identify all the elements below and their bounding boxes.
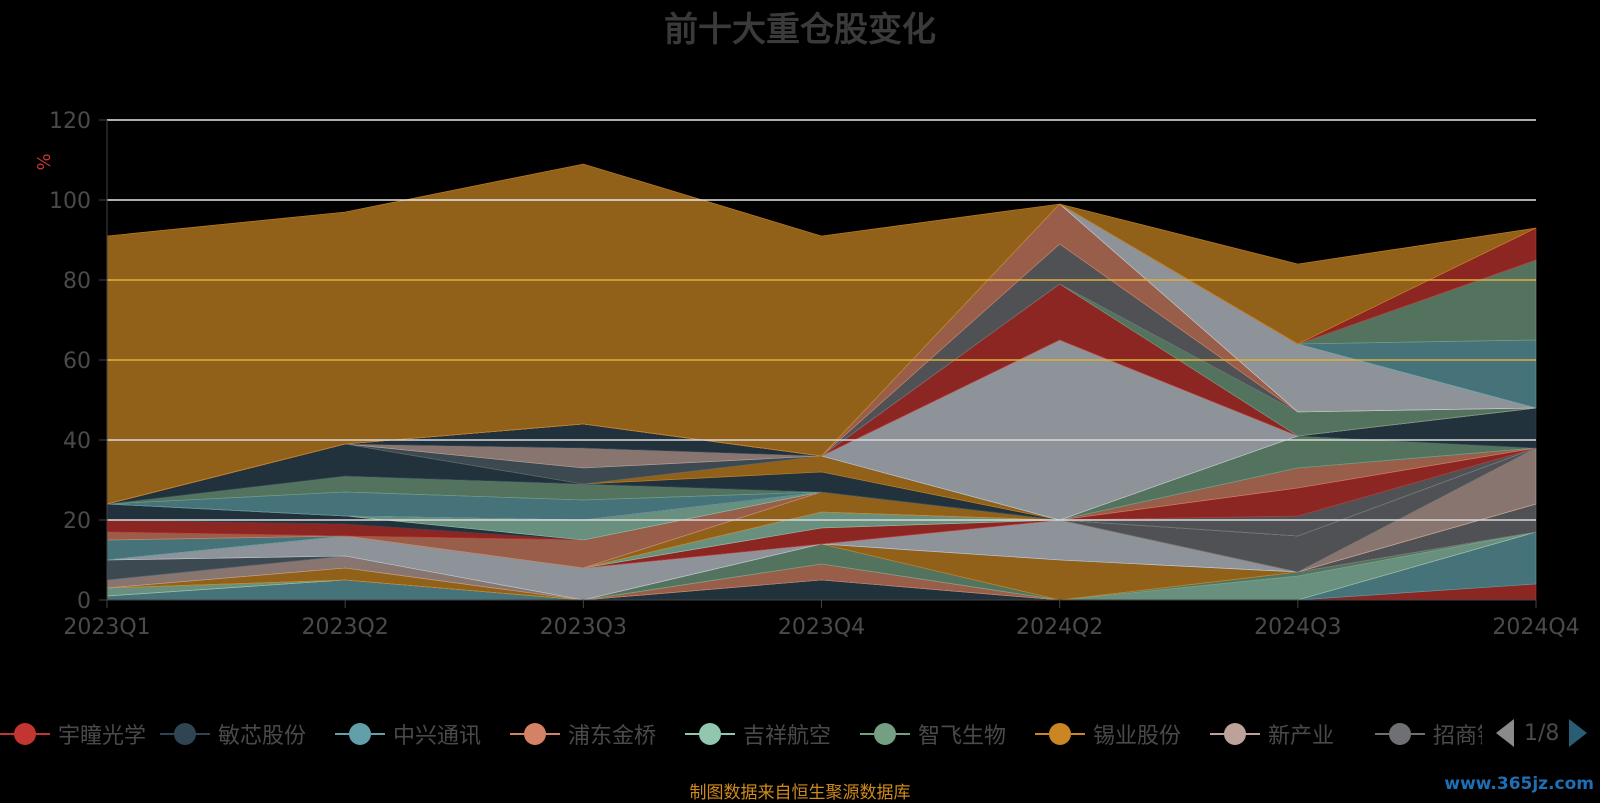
y-tick-label: 0 [77,589,91,614]
legend-marker-icon [1375,719,1425,749]
legend-item[interactable]: 锡业股份 [1035,716,1181,752]
legend-label: 中兴通讯 [393,724,482,749]
legend-prev-page-icon[interactable] [1496,719,1514,747]
legend-marker-icon [510,719,560,749]
legend-item[interactable]: 宇瞳光学 [0,716,146,752]
x-tick-label: 2023Q4 [778,615,865,640]
legend-item[interactable]: 智飞生物 [860,716,1006,752]
legend-marker-icon [1035,719,1085,749]
legend-item[interactable]: 中兴通讯 [335,716,481,752]
legend-next-page-icon[interactable] [1569,719,1588,747]
data-source-note: 制图数据来自恒生聚源数据库 [689,783,911,803]
legend-item[interactable]: 招商银行 [1375,716,1482,752]
legend-label: 吉祥航空 [743,724,832,749]
legend-item[interactable]: 敏芯股份 [160,716,306,752]
legend-label: 浦东金桥 [568,724,657,749]
chart-title: 前十大重仓股变化 [664,10,936,50]
legend: 宇瞳光学 敏芯股份 中兴通讯 浦东金桥 吉祥航空 智飞生物 锡业股份 新产业 招商银行 [0,716,1482,756]
x-tick-label: 2023Q2 [302,615,389,640]
legend-marker-icon [160,719,210,749]
legend-marker-icon [860,719,910,749]
x-tick-label: 2024Q3 [1254,615,1341,640]
legend-label: 智飞生物 [918,724,1007,749]
chart-plot: 0 20 40 60 80 100 120 2023Q1 2023Q2 2023Q3 2023Q4 2… [34,109,1580,640]
legend-item[interactable]: 浦东金桥 [510,716,656,752]
x-tick-label: 2024Q2 [1016,615,1103,640]
legend-item[interactable]: 吉祥航空 [685,716,831,752]
legend-label: 锡业股份 [1093,724,1182,749]
legend-item[interactable]: 新产业 [1210,716,1334,752]
y-tick-label: 20 [63,509,91,534]
legend-label: 新产业 [1268,724,1335,749]
y-axis-label: % [34,153,55,170]
legend-label: 敏芯股份 [218,724,307,749]
legend-page-indicator: 1/8 [1524,720,1560,746]
y-tick-label: 100 [49,189,91,214]
y-tick-label: 60 [63,349,91,374]
legend-marker-icon [1210,719,1260,749]
y-tick-label: 40 [63,429,91,454]
legend-marker-icon [335,719,385,749]
legend-pager[interactable]: 1/8 [1496,718,1588,748]
legend-marker-icon [685,719,735,749]
legend-label: 招商银行 [1433,724,1482,749]
legend-marker-icon [0,719,50,749]
x-tick-label: 2024Q4 [1492,615,1579,640]
legend-label: 宇瞳光学 [58,724,147,749]
x-tick-label: 2023Q3 [540,615,627,640]
watermark: www.365jz.com [1444,774,1594,794]
y-tick-label: 120 [49,109,91,134]
y-tick-label: 80 [63,269,91,294]
series-areas [106,163,1537,601]
x-tick-label: 2023Q1 [63,615,150,640]
